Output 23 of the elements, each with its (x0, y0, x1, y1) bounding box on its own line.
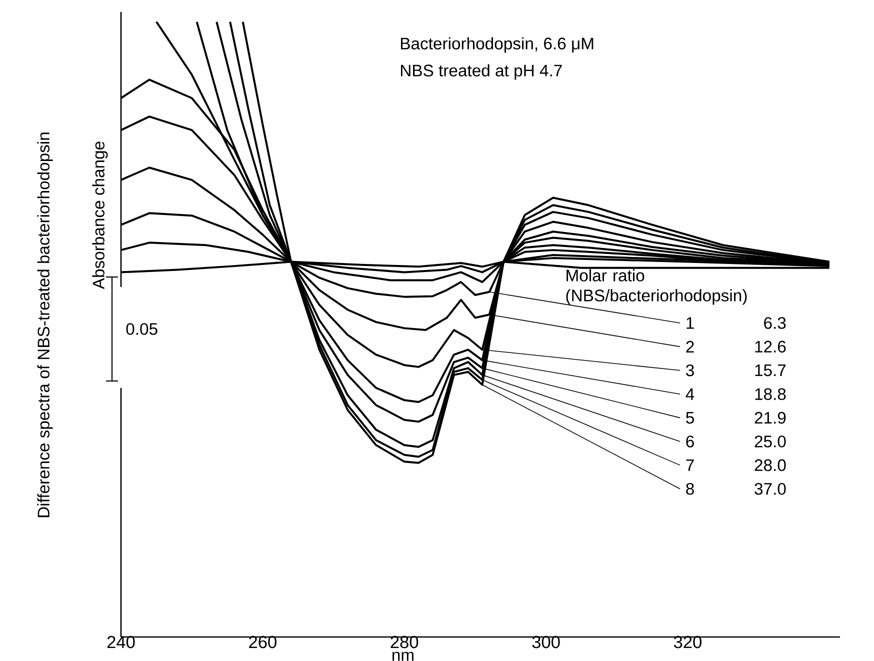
annotation: 37.0 (754, 482, 786, 495)
text: Difference spectra of NBS-treated bacteriorhodopsin (37, 132, 53, 518)
text: 5 (686, 412, 694, 424)
annotation: 6.3 (764, 317, 786, 329)
x-axis-title: nm (392, 652, 414, 661)
text: 8 (686, 482, 694, 495)
annotation: Bacteriorhodopsin, 6.6 μM (400, 37, 594, 53)
annotation: 25.0 (754, 436, 786, 448)
text: 3 (686, 364, 694, 376)
text: 4 (686, 388, 694, 400)
text: 7 (686, 459, 694, 471)
annotation: 0.05 (126, 323, 158, 335)
y-axis-title: Absorbance change (92, 142, 108, 290)
annotation: 12.6 (755, 340, 786, 353)
annotation: 18.8 (755, 388, 786, 400)
legend-title: Molar ratio (NBS/bacteriorhodopsin) (566, 269, 747, 305)
annotation: 28.0 (754, 459, 786, 472)
text: 2 (686, 340, 694, 353)
text: 1 (686, 317, 694, 329)
annotation: 21.9 (754, 412, 786, 424)
annotation: 15.7 (755, 364, 786, 376)
text: 6 (686, 436, 694, 448)
annotation: NBS treated at pH 4.7 (400, 64, 562, 80)
